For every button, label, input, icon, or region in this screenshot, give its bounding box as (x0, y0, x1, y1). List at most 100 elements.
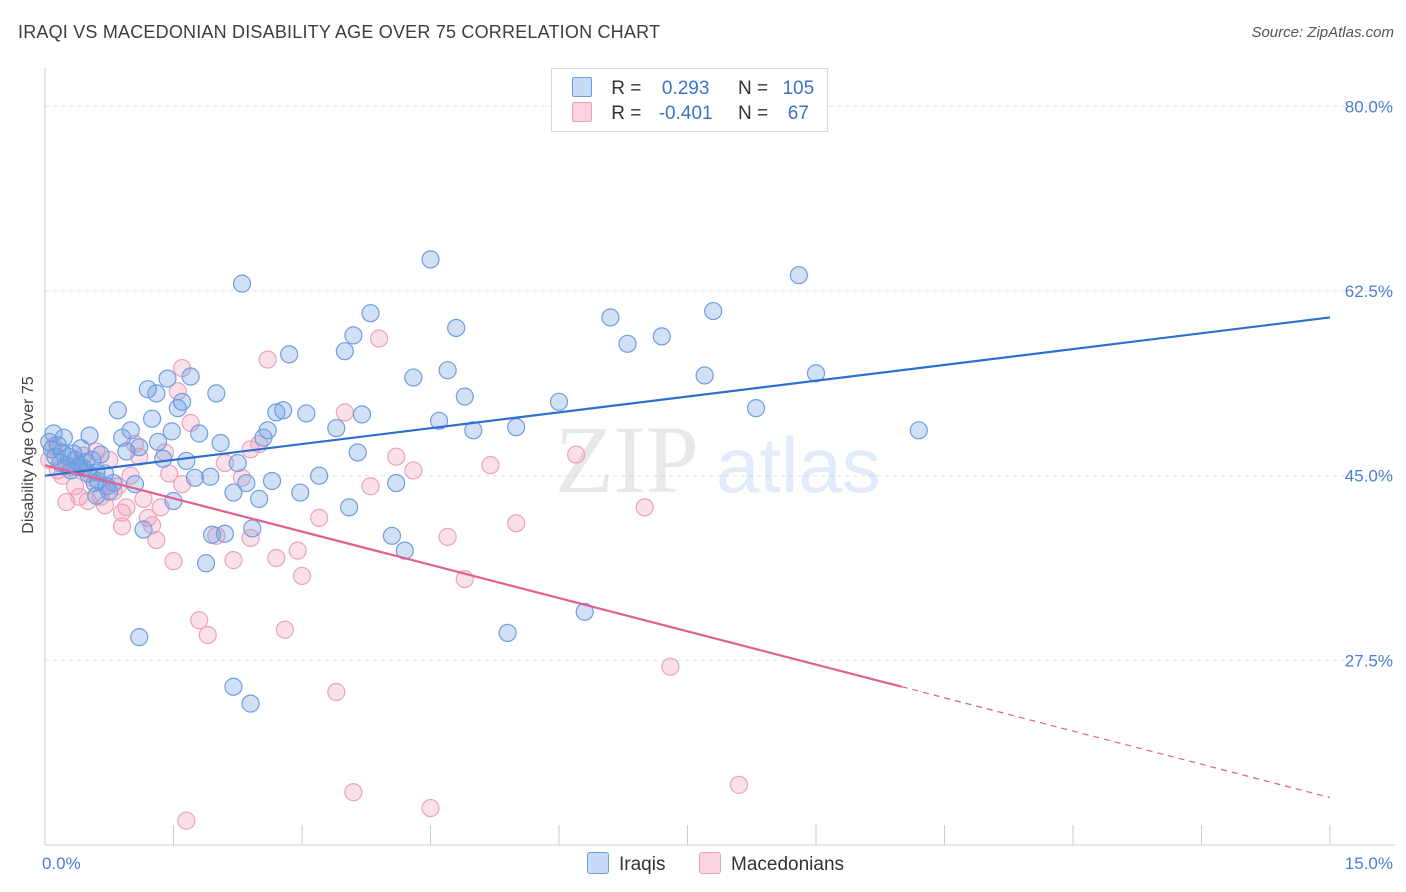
iraqis-point (71, 439, 91, 458)
macedonians-legend-swatch (699, 852, 721, 874)
macedonians-point (404, 461, 423, 480)
iraqis-point (215, 524, 234, 543)
axes (44, 68, 1395, 846)
macedonians-point (117, 498, 136, 517)
iraqis-point (177, 451, 196, 471)
iraqis-point (80, 426, 99, 445)
iraqis-point (108, 401, 127, 420)
macedonians-point (275, 620, 294, 639)
iraqis-point (262, 471, 282, 491)
watermark: ZIP atlas (555, 406, 881, 513)
iraqis-point (190, 424, 209, 443)
trend-lines (44, 316, 1331, 799)
macedonians-point (164, 552, 183, 571)
iraqis-point (344, 326, 363, 345)
iraqis-point (806, 364, 826, 383)
macedonians-point (421, 798, 440, 818)
iraqis-point (224, 483, 243, 502)
iraqis-point (387, 473, 406, 493)
iraqis-point (507, 418, 526, 437)
iraqis-point (267, 403, 286, 422)
macedonians-swatch (572, 102, 592, 122)
macedonians-point (190, 611, 209, 630)
macedonians-r-value: -0.401 (658, 103, 713, 124)
iraqis-point (158, 369, 177, 388)
iraqis-point (232, 274, 252, 293)
chart-title: IRAQI VS MACEDONIAN DISABILITY AGE OVER … (18, 22, 661, 42)
iraqis-point (695, 366, 714, 385)
iraqis-r-label: R = (611, 78, 642, 99)
iraqis-point (154, 449, 173, 468)
iraqis-point (258, 421, 277, 440)
iraqis-point (464, 421, 483, 440)
iraqis-point (207, 384, 226, 403)
iraqis-point (361, 304, 380, 323)
iraqis-point (196, 554, 216, 573)
iraqis-point (618, 334, 637, 353)
iraqis-point (142, 409, 162, 428)
macedonians-trend-line (44, 464, 902, 688)
iraqis-point (250, 489, 269, 509)
iraqis-point (327, 419, 346, 438)
macedonians-trend-extension (901, 686, 1331, 799)
macedonians-point (142, 516, 162, 535)
series-legend: Iraqis Macedonians (0, 852, 1406, 878)
iraqis-point (224, 677, 243, 696)
y-tick-label: 27.5% (1345, 651, 1393, 670)
iraqis-point (352, 405, 372, 424)
iraqis-point (181, 367, 200, 386)
source-credit: Source: ZipAtlas.com (1251, 24, 1394, 41)
macedonians-point (335, 403, 354, 422)
iraqis-point (297, 404, 316, 423)
legend-row-iraqis: R = 0.293 N = 105 (572, 77, 823, 101)
macedonians-n-value: 67 (787, 103, 809, 124)
iraqis-point (382, 526, 402, 545)
iraqis-point (54, 428, 73, 447)
macedonians-point (198, 625, 217, 645)
macedonians-point (387, 447, 406, 466)
iraqis-point (335, 342, 354, 361)
iraqis-point (704, 301, 723, 321)
y-tick-label: 80.0% (1345, 97, 1393, 116)
watermark-zip: ZIP (555, 406, 699, 513)
macedonians-points (40, 329, 749, 830)
correlation-legend: R = 0.293 N = 105 R = -0.401 N = 67 (551, 68, 828, 132)
macedonians-point (370, 329, 389, 348)
iraqis-point (575, 602, 594, 621)
macedonians-point (121, 466, 140, 485)
iraqis-n-value: 105 (782, 78, 815, 99)
watermark-atlas: atlas (716, 421, 881, 509)
iraqis-point (348, 443, 367, 462)
iraqis-point (455, 387, 474, 406)
iraqis-point (291, 483, 310, 502)
y-tick-label: 62.5% (1345, 282, 1393, 301)
iraqis-point (549, 392, 569, 411)
macedonians-point (258, 350, 277, 369)
iraqis-swatch (572, 77, 592, 97)
iraqis-point (789, 266, 808, 285)
gridlines (45, 105, 1395, 661)
macedonians-point (344, 783, 363, 802)
iraqis-point (404, 368, 423, 387)
x-tick-label: 0.0% (42, 854, 81, 873)
iraqis-point (147, 384, 166, 403)
iraqis-legend-label: Iraqis (619, 854, 666, 875)
iraqis-point (130, 628, 149, 647)
legend-item-macedonians[interactable]: Macedonians (699, 852, 844, 876)
iraqis-r-value: 0.293 (661, 78, 710, 99)
macedonians-point (567, 445, 586, 464)
macedonians-point (327, 682, 346, 702)
iraqis-point (340, 498, 359, 517)
iraqis-point (228, 453, 247, 473)
legend-item-iraqis[interactable]: Iraqis (587, 852, 665, 876)
iraqis-point (202, 525, 222, 544)
iraqis-point (243, 519, 262, 538)
iraqis-n-label: N = (737, 78, 769, 99)
macedonians-r-label: R = (611, 103, 642, 124)
iraqis-point (652, 327, 671, 346)
macedonians-point (361, 477, 380, 496)
iraqis-point (241, 694, 260, 713)
tick-labels: 27.5% 45.0% 62.5% 80.0% 0.0% 15.0% (42, 97, 1393, 873)
iraqis-point (310, 466, 329, 485)
iraqis-point (172, 392, 192, 411)
